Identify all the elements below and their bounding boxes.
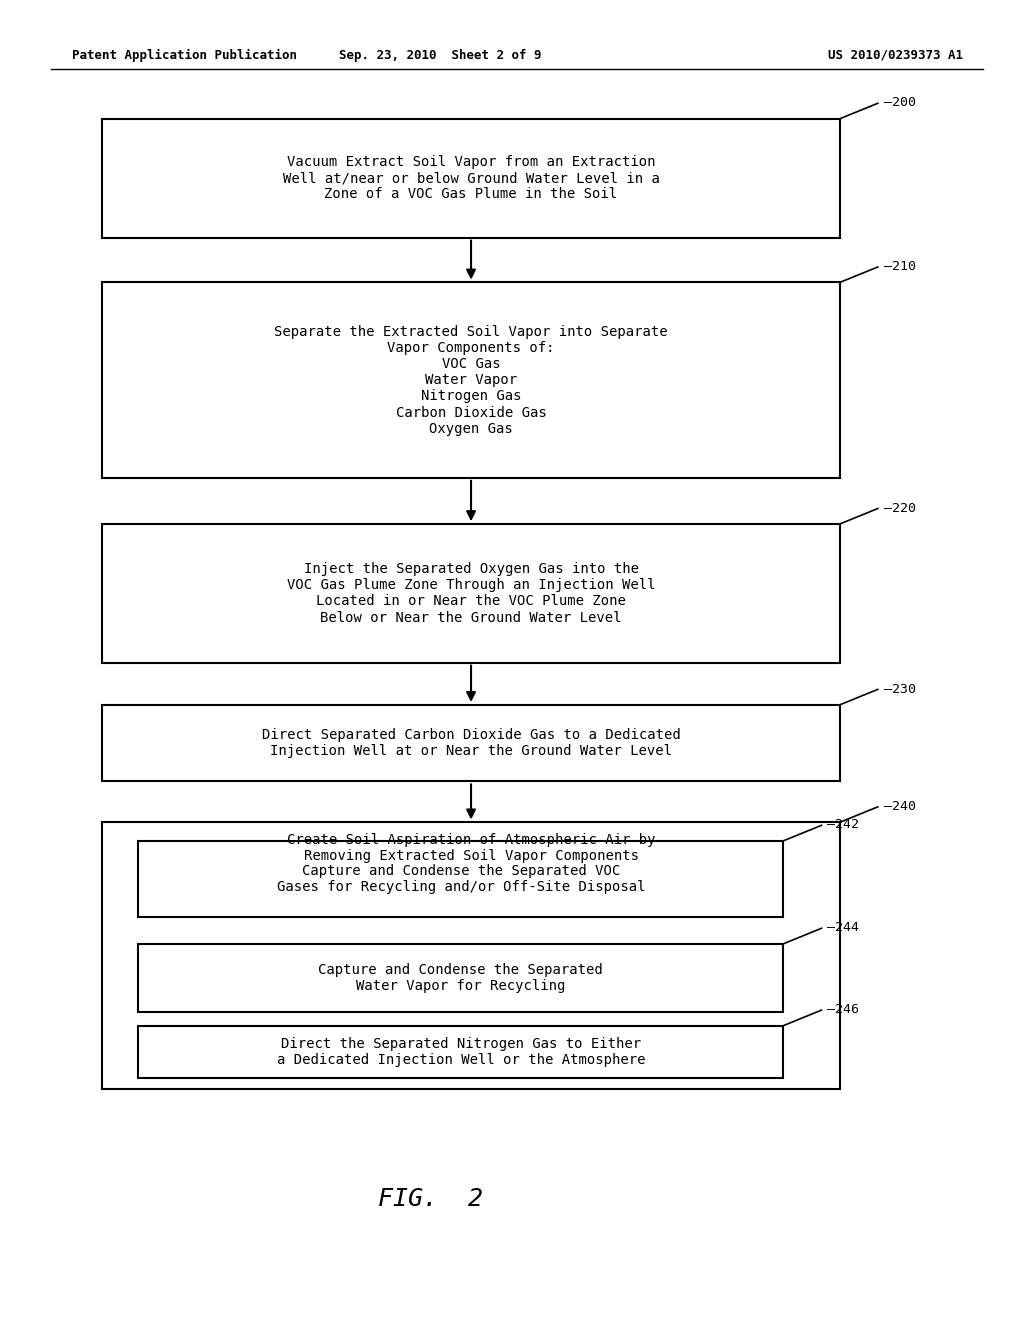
Text: Capture and Condense the Separated
Water Vapor for Recycling: Capture and Condense the Separated Water… xyxy=(318,964,603,993)
Text: —220: —220 xyxy=(884,502,915,515)
Bar xyxy=(138,841,783,917)
Text: —230: —230 xyxy=(884,682,915,696)
Bar xyxy=(102,705,840,781)
Text: Inject the Separated Oxygen Gas into the
VOC Gas Plume Zone Through an Injection: Inject the Separated Oxygen Gas into the… xyxy=(287,562,655,624)
Bar xyxy=(102,282,840,478)
Bar xyxy=(102,119,840,238)
Text: FIG.  2: FIG. 2 xyxy=(378,1187,482,1210)
Text: US 2010/0239373 A1: US 2010/0239373 A1 xyxy=(827,49,963,62)
Text: Separate the Extracted Soil Vapor into Separate
Vapor Components of:
VOC Gas
Wat: Separate the Extracted Soil Vapor into S… xyxy=(274,325,668,436)
Text: —240: —240 xyxy=(884,800,915,813)
Text: Vacuum Extract Soil Vapor from an Extraction
Well at/near or below Ground Water : Vacuum Extract Soil Vapor from an Extrac… xyxy=(283,154,659,202)
Text: —244: —244 xyxy=(827,921,859,935)
Text: —246: —246 xyxy=(827,1003,859,1016)
Text: Create Soil Aspiration of Atmospheric Air by
Removing Extracted Soil Vapor Compo: Create Soil Aspiration of Atmospheric Ai… xyxy=(287,833,655,863)
Text: Capture and Condense the Separated VOC
Gases for Recycling and/or Off-Site Dispo: Capture and Condense the Separated VOC G… xyxy=(276,865,645,894)
Text: —210: —210 xyxy=(884,260,915,273)
Text: —200: —200 xyxy=(884,96,915,110)
Text: Patent Application Publication: Patent Application Publication xyxy=(72,49,297,62)
Text: Direct the Separated Nitrogen Gas to Either
a Dedicated Injection Well or the At: Direct the Separated Nitrogen Gas to Eit… xyxy=(276,1038,645,1067)
Bar xyxy=(138,944,783,1012)
Bar xyxy=(102,524,840,663)
Text: —242: —242 xyxy=(827,818,859,832)
Bar xyxy=(138,1026,783,1078)
Text: Direct Separated Carbon Dioxide Gas to a Dedicated
Injection Well at or Near the: Direct Separated Carbon Dioxide Gas to a… xyxy=(262,729,680,758)
Bar xyxy=(102,822,840,1089)
Text: Sep. 23, 2010  Sheet 2 of 9: Sep. 23, 2010 Sheet 2 of 9 xyxy=(339,49,542,62)
